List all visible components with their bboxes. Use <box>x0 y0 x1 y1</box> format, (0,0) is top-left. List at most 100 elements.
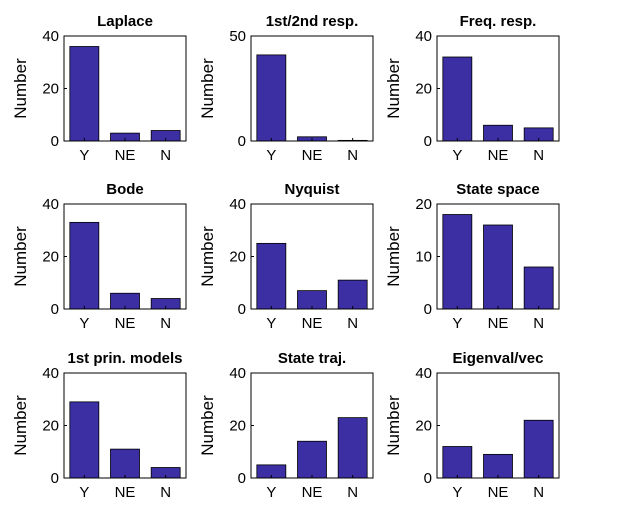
y-axis-label: Number <box>198 395 217 456</box>
x-tick-label: Y <box>266 147 276 164</box>
y-tick-label: 20 <box>42 249 59 266</box>
y-tick-label: 20 <box>415 196 432 213</box>
x-tick-label: N <box>533 315 544 332</box>
y-axis-label: Number <box>11 395 30 456</box>
x-tick-label: Y <box>79 315 89 332</box>
y-tick-label: 20 <box>415 81 432 98</box>
subplot-3: Freq. resp. Y NE N 0 20 40 Number <box>384 13 560 164</box>
x-tick-label: N <box>533 147 544 164</box>
y-tick-label: 40 <box>415 365 432 382</box>
bar-n <box>337 417 368 479</box>
axes-box <box>63 35 187 142</box>
subplot-9: Eigenval/vec Y NE N 0 20 40 Number <box>384 350 560 501</box>
axes-box <box>250 372 374 479</box>
y-tick-label: 0 <box>424 301 432 318</box>
y-tick-label: 0 <box>51 301 59 318</box>
y-tick-label: 20 <box>229 418 246 435</box>
y-tick-label: 40 <box>415 28 432 45</box>
bar-y <box>442 214 473 310</box>
x-tick-label: Y <box>79 484 89 501</box>
x-tick-label: NE <box>302 484 323 501</box>
x-tick-label: NE <box>115 484 136 501</box>
axes-box <box>436 35 560 142</box>
x-tick-label: N <box>347 315 358 332</box>
x-tick-label: NE <box>302 147 323 164</box>
subplot-2: 1st/2nd resp. Y NE N 0 50 Number <box>198 13 374 164</box>
y-axis-label: Number <box>384 226 403 287</box>
y-tick-label: 40 <box>42 28 59 45</box>
y-tick-label: 40 <box>229 365 246 382</box>
bar-n <box>523 419 554 479</box>
subplot-title: Freq. resp. <box>460 13 537 30</box>
subplot-7: 1st prin. models Y NE N 0 20 40 Number <box>11 350 187 501</box>
bar-y <box>69 221 100 310</box>
x-tick-label: Y <box>452 484 462 501</box>
bar-y <box>69 46 100 142</box>
y-tick-label: 40 <box>229 196 246 213</box>
y-axis-label: Number <box>11 58 30 119</box>
subplot-title: Bode <box>106 181 144 198</box>
x-tick-label: Y <box>266 484 276 501</box>
y-tick-label: 0 <box>424 470 432 487</box>
x-tick-label: N <box>160 315 171 332</box>
bar-ne <box>110 448 140 479</box>
y-tick-label: 20 <box>229 249 246 266</box>
subplot-title: 1st prin. models <box>67 350 182 367</box>
x-tick-label: N <box>533 484 544 501</box>
bar-n <box>523 266 554 310</box>
x-tick-label: N <box>160 484 171 501</box>
axes-box <box>63 203 187 310</box>
x-tick-label: Y <box>452 147 462 164</box>
axes-box <box>250 203 374 310</box>
y-axis-label: Number <box>384 395 403 456</box>
y-tick-label: 20 <box>42 418 59 435</box>
subplot-title: 1st/2nd resp. <box>266 13 359 30</box>
axes-box <box>250 35 374 142</box>
x-tick-label: Y <box>79 147 89 164</box>
y-axis-label: Number <box>384 58 403 119</box>
subplot-5: Nyquist Y NE N 0 20 40 Number <box>198 181 374 332</box>
subplot-title: State space <box>456 181 539 198</box>
y-axis-label: Number <box>198 226 217 287</box>
x-tick-label: Y <box>452 315 462 332</box>
x-tick-label: N <box>347 484 358 501</box>
subplot-title: State traj. <box>278 350 346 367</box>
x-tick-label: NE <box>115 147 136 164</box>
bar-y <box>256 242 287 310</box>
y-tick-label: 0 <box>238 470 246 487</box>
y-tick-label: 10 <box>415 249 432 266</box>
bar-n <box>337 279 368 310</box>
x-tick-label: N <box>160 147 171 164</box>
y-tick-label: 20 <box>42 81 59 98</box>
x-tick-label: NE <box>488 484 509 501</box>
axes-box <box>436 203 560 310</box>
subplot-title: Laplace <box>97 13 153 30</box>
y-axis-label: Number <box>11 226 30 287</box>
bar-y <box>69 401 100 479</box>
subplot-4: Bode Y NE N 0 20 40 Number <box>11 181 187 332</box>
axes-box <box>436 372 560 479</box>
y-tick-label: 40 <box>42 196 59 213</box>
x-tick-label: NE <box>488 147 509 164</box>
bar-ne <box>483 453 513 479</box>
subplot-title: Nyquist <box>284 181 339 198</box>
x-tick-label: Y <box>266 315 276 332</box>
y-tick-label: 50 <box>229 28 246 45</box>
y-tick-label: 0 <box>51 470 59 487</box>
y-tick-label: 0 <box>424 133 432 150</box>
y-tick-label: 0 <box>238 133 246 150</box>
bar-y <box>256 54 287 142</box>
y-tick-label: 20 <box>415 418 432 435</box>
x-tick-label: NE <box>115 315 136 332</box>
x-tick-label: N <box>347 147 358 164</box>
subplot-1: Laplace Y NE N 0 20 40 Number <box>11 13 187 164</box>
subplot-6: State space Y NE N 0 10 20 Number <box>384 181 560 332</box>
x-tick-label: NE <box>302 315 323 332</box>
x-tick-label: NE <box>488 315 509 332</box>
y-tick-label: 40 <box>42 365 59 382</box>
axes-box <box>63 372 187 479</box>
bar-y <box>442 56 473 142</box>
bar-ne <box>297 440 327 479</box>
subplot-title: Eigenval/vec <box>453 350 544 367</box>
